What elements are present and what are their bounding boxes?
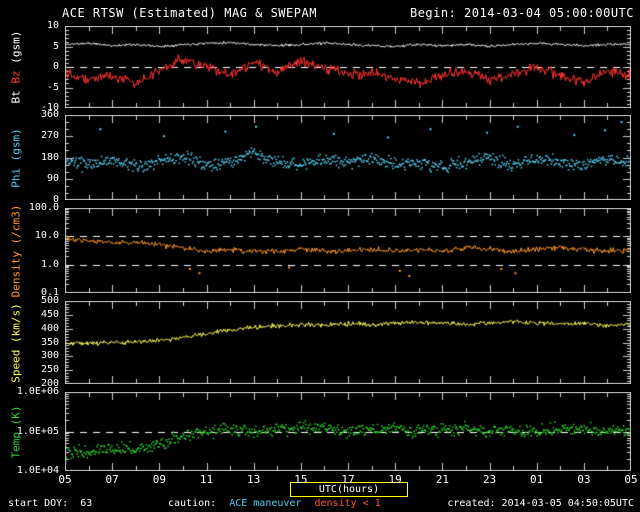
y-axis-title-part: (gsm) <box>9 30 23 64</box>
y-tick-label-mag: -5 <box>46 81 59 93</box>
y-axis-title-part: Bt <box>9 83 23 104</box>
y-axis-title-part: Temp (K) <box>9 405 23 458</box>
y-axis-title-part: Bz <box>9 63 23 84</box>
y-axis-title-part: Phi (gsm) <box>9 127 23 188</box>
y-tick-label-density: 100.0 <box>28 202 59 213</box>
x-tick-label: 01 <box>530 473 544 486</box>
y-tick-label-speed: 300 <box>40 350 59 362</box>
y-axis-title-temp: Temp (K) <box>10 405 23 458</box>
x-tick-label: 05 <box>624 473 638 486</box>
panel-density <box>65 208 631 293</box>
caution-density: density < 1 <box>314 498 381 509</box>
x-axis-label-box: UTC(hours) <box>290 482 408 497</box>
mag-chart-canvas <box>65 26 631 108</box>
start-doy-label: start DOY: 63 <box>8 498 93 509</box>
phi-chart-canvas <box>65 115 631 200</box>
y-axis-title-density: Density (/cm3) <box>10 204 23 297</box>
y-tick-label-temp: 1.0E+04 <box>16 465 59 476</box>
y-tick-label-speed: 500 <box>40 295 59 306</box>
y-tick-label-density: 10.0 <box>34 230 59 242</box>
x-tick-label: 09 <box>152 473 166 486</box>
y-tick-label-speed: 450 <box>40 308 59 320</box>
x-tick-label: 19 <box>388 473 402 486</box>
density-chart-canvas <box>65 208 631 293</box>
y-axis-title-speed: Speed (km/s) <box>10 303 23 382</box>
y-tick-label-phi: 180 <box>40 151 59 163</box>
created-timestamp: created: 2014-03-05 04:50:05UTC <box>447 498 634 509</box>
x-tick-label: 17 <box>341 473 355 486</box>
y-tick-label-temp: 1.0E+05 <box>16 425 59 437</box>
plot-title: ACE RTSW (Estimated) MAG & SWEPAM <box>62 6 317 20</box>
begin-timestamp: Begin: 2014-03-04 05:00:00UTC <box>409 6 634 20</box>
panel-mag <box>65 26 631 108</box>
y-tick-label-phi: 270 <box>40 130 59 142</box>
caution-maneuver: ACE maneuver <box>229 498 302 509</box>
x-axis-label: UTC(hours) <box>318 484 380 495</box>
y-tick-label-temp: 1.0E+06 <box>16 386 59 397</box>
temp-chart-canvas <box>65 392 631 471</box>
caution-label: caution: <box>168 498 217 509</box>
x-tick-label: 15 <box>294 473 308 486</box>
x-tick-label: 07 <box>105 473 119 486</box>
speed-chart-canvas <box>65 301 631 384</box>
y-tick-label-density: 0.1 <box>40 287 59 298</box>
y-tick-label-mag: 5 <box>52 40 59 52</box>
x-tick-label: 03 <box>577 473 591 486</box>
y-tick-label-speed: 350 <box>40 336 59 348</box>
y-tick-label-speed: 400 <box>40 322 59 334</box>
panel-temp <box>65 392 631 471</box>
y-axis-title-part: Speed (km/s) <box>9 302 23 383</box>
y-axis-title-mag: Bt Bz (gsm) <box>10 31 23 104</box>
y-tick-label-phi: 360 <box>40 109 59 120</box>
y-axis-title-part: Density (/cm3) <box>9 204 23 297</box>
y-tick-label-mag: -10 <box>40 102 59 113</box>
caution-line: caution: ACE maneuver density < 1 <box>168 498 388 509</box>
y-tick-label-speed: 200 <box>40 378 59 389</box>
y-tick-label-phi: 90 <box>46 172 59 184</box>
panel-phi <box>65 115 631 200</box>
x-tick-label: 11 <box>199 473 214 486</box>
x-tick-label: 05 <box>58 473 72 486</box>
y-tick-label-mag: 0 <box>52 61 59 72</box>
x-tick-label: 13 <box>247 473 261 486</box>
y-tick-label-density: 1.0 <box>40 258 59 270</box>
y-tick-label-phi: 0 <box>52 194 59 205</box>
x-tick-label: 21 <box>435 473 449 486</box>
x-tick-label: 23 <box>482 473 497 486</box>
y-axis-title-phi: Phi (gsm) <box>10 128 23 188</box>
panel-speed <box>65 301 631 384</box>
y-tick-label-speed: 250 <box>40 364 59 376</box>
y-tick-label-mag: 10 <box>46 20 59 31</box>
